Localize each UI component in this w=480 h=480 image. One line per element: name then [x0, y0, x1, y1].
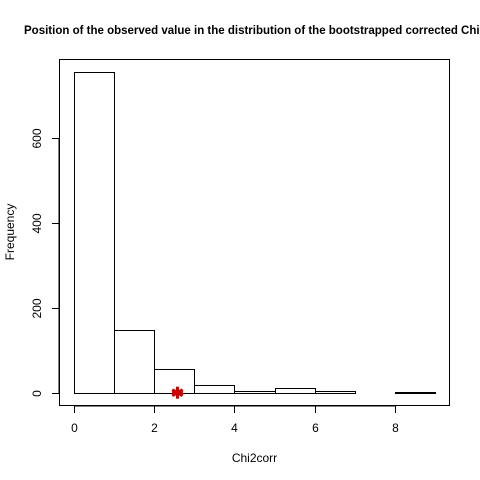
histogram-bar	[235, 392, 276, 394]
histogram-bar	[195, 386, 235, 394]
x-tick-label: 2	[151, 421, 158, 435]
histogram-bar	[75, 73, 115, 394]
y-axis-label: Frequency	[3, 204, 17, 261]
x-axis-label: Chi2corr	[232, 451, 277, 465]
chart-title: Position of the observed value in the di…	[24, 25, 480, 37]
y-tick-label: 200	[30, 298, 44, 318]
y-axis: 0 200 400 600	[30, 128, 59, 397]
y-tick-label: 400	[30, 213, 44, 233]
x-tick-label: 4	[231, 421, 238, 435]
x-axis: 0 2 4 6 8	[71, 406, 399, 435]
x-tick-label: 0	[71, 421, 78, 435]
x-tick-label: 8	[392, 421, 399, 435]
histogram-bar	[316, 392, 356, 394]
histogram-bar	[396, 393, 436, 394]
y-tick-label: 0	[30, 390, 44, 397]
histogram-bar	[115, 331, 155, 394]
y-tick-label: 600	[30, 128, 44, 148]
bars-group	[75, 73, 436, 394]
histogram-bar	[276, 389, 316, 394]
x-tick-label: 6	[312, 421, 319, 435]
